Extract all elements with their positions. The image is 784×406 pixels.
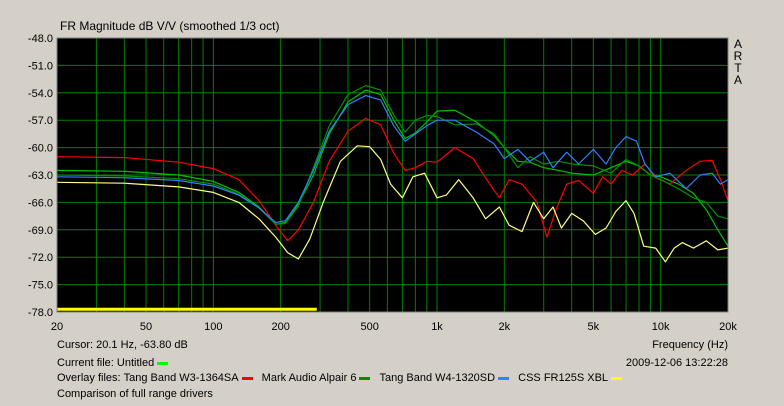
overlay-item: Mark Audio Alpair 6 xyxy=(262,372,377,385)
overlay-item: Tang Band W4-1320SD xyxy=(380,372,516,385)
current-file-swatch xyxy=(157,362,169,365)
x-tick-label: 20k xyxy=(719,321,737,333)
series-line xyxy=(56,84,729,225)
arta-brand: A R T A xyxy=(733,38,743,86)
overlay-swatch xyxy=(241,377,253,380)
y-tick-label: -72.0 xyxy=(28,252,53,264)
x-tick-label: 1k xyxy=(431,321,443,333)
current-file: Current file: Untitled xyxy=(57,357,174,370)
overlay-prefix: Overlay files: xyxy=(57,372,121,384)
y-tick-label: -69.0 xyxy=(28,225,53,237)
overlay-files: Overlay files: Tang Band W3-1364SA Mark … xyxy=(57,372,628,385)
brand-letter: T xyxy=(734,61,742,75)
overlay-name: Tang Band W3-1364SA xyxy=(123,372,239,384)
x-tick-label: 200 xyxy=(271,321,289,333)
brand-letter: A xyxy=(733,73,742,87)
current-file-label: Current file: Untitled xyxy=(57,357,155,369)
y-tick-label: -54.0 xyxy=(28,88,53,100)
series-line xyxy=(56,145,729,263)
overlay-name: Tang Band W4-1320SD xyxy=(379,372,496,384)
brand-letter: A xyxy=(733,37,742,51)
y-tick-label: -75.0 xyxy=(28,280,53,292)
x-tick-label: 20 xyxy=(51,321,63,333)
plot-frame xyxy=(56,37,729,313)
y-tick-label: -51.0 xyxy=(28,60,53,72)
chart-title: FR Magnitude dB V/V (smoothed 1/3 oct) xyxy=(60,19,280,33)
y-tick-label: -48.0 xyxy=(28,33,53,45)
y-axis-ticks: -48.0 -51.0 -54.0 -57.0 -60.0 -63.0 -66.0 -69.0… xyxy=(28,33,53,319)
cursor-readout: Cursor: 20.1 Hz, -63.80 dB xyxy=(57,339,188,351)
series-lines xyxy=(56,84,729,263)
x-tick-label: 100 xyxy=(204,321,222,333)
overlay-swatch xyxy=(611,377,623,380)
overlay-swatch xyxy=(498,377,510,380)
x-tick-label: 10k xyxy=(652,321,670,333)
y-tick-label: -78.0 xyxy=(28,307,53,319)
y-tick-label: -60.0 xyxy=(28,143,53,155)
overlay-swatch xyxy=(359,377,371,380)
x-tick-label: 5k xyxy=(588,321,600,333)
x-tick-label: 2k xyxy=(499,321,511,333)
current-file-entry: Current file: Untitled xyxy=(57,357,174,370)
overlay-item: CSS FR125S XBL xyxy=(518,372,628,385)
x-axis-ticks: 20 50 100 200 500 1k 2k 5k 10k 20k xyxy=(51,321,737,333)
series-line xyxy=(56,94,729,224)
x-tick-label: 500 xyxy=(360,321,378,333)
x-axis-label: Frequency (Hz) xyxy=(652,339,728,351)
brand-letter: R xyxy=(733,49,743,63)
x-tick-label: 50 xyxy=(140,321,152,333)
overlay-name: CSS FR125S XBL xyxy=(518,372,609,384)
y-tick-label: -57.0 xyxy=(28,115,53,127)
comment: Comparison of full range drivers xyxy=(57,388,213,400)
overlay-item: Tang Band W3-1364SA xyxy=(124,372,259,385)
y-tick-label: -63.0 xyxy=(28,170,53,182)
overlay-name: Mark Audio Alpair 6 xyxy=(261,372,357,384)
timestamp: 2009-12-06 13:22:28 xyxy=(625,357,728,369)
y-tick-label: -66.0 xyxy=(28,197,53,209)
